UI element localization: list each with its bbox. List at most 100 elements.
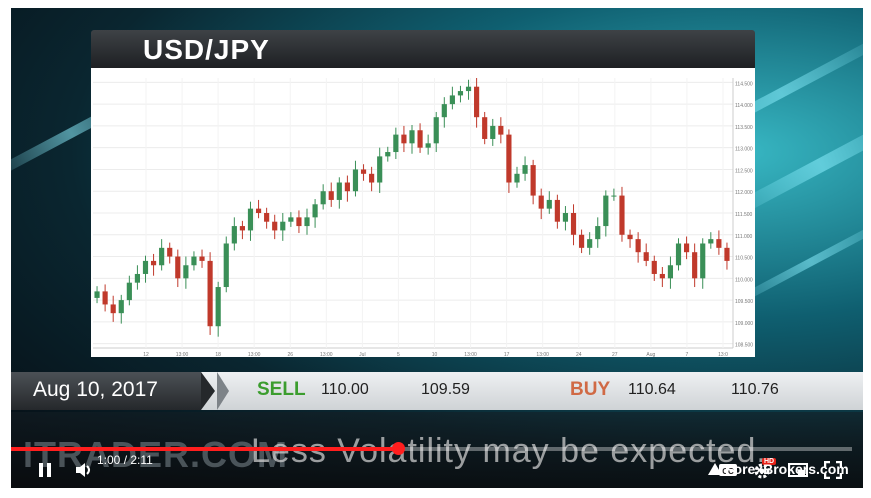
- price-chart: 114.500 114.000 113.500 113.000 112.500 112.0…: [91, 68, 755, 357]
- candle-body: [272, 221, 278, 231]
- x-tick-label: 27: [612, 352, 618, 357]
- y-tick-label: 114.000: [735, 103, 753, 109]
- y-tick-label: 112.000: [735, 190, 753, 196]
- chevron-decoration: [217, 372, 229, 410]
- candle-body: [352, 169, 359, 192]
- candle-body: [546, 199, 552, 209]
- candle-body: [619, 195, 625, 235]
- candle-body: [320, 191, 326, 205]
- y-tick-label: 111.000: [735, 234, 753, 240]
- candle-body: [708, 239, 714, 244]
- candle-body: [328, 191, 334, 200]
- x-tick-label: 13:0: [718, 352, 728, 357]
- candle-body: [247, 208, 254, 231]
- candle-body: [611, 195, 617, 197]
- x-tick-label: 13:00: [320, 352, 333, 357]
- video-caption: Less Volatility may be expected.: [251, 432, 767, 470]
- candle-body: [126, 282, 132, 301]
- captions-icon[interactable]: CC: [718, 462, 738, 483]
- time-display: 1:00 / 2:11: [97, 453, 153, 467]
- chart-title-bar: USD/JPY: [91, 30, 755, 70]
- candle-body: [659, 273, 665, 279]
- buy-ask-price: 110.76: [731, 381, 779, 398]
- progress-bar[interactable]: [11, 442, 852, 455]
- x-tick-label: 13:00: [536, 352, 549, 357]
- date-box: Aug 10, 2017: [11, 372, 201, 410]
- y-tick-label: 110.000: [735, 277, 753, 283]
- svg-text:CC: CC: [722, 467, 734, 476]
- candle-body: [587, 239, 593, 248]
- y-tick-label: 108.500: [735, 343, 753, 349]
- candle-body: [692, 252, 698, 279]
- candle-body: [102, 291, 108, 305]
- ticker-date: Aug 10, 2017: [33, 378, 158, 401]
- progress-fill: [11, 447, 398, 451]
- candle-body: [425, 143, 431, 148]
- scrubber-handle[interactable]: [391, 442, 405, 455]
- video-frame[interactable]: USD/JPY 114.500 114.000 113.500 113.000 112.…: [11, 8, 863, 488]
- x-tick-label: 12: [143, 352, 149, 357]
- candle-body: [675, 243, 682, 266]
- candle-body: [514, 173, 520, 183]
- candle-body: [360, 169, 367, 174]
- candle-body: [207, 260, 213, 327]
- candle-body: [498, 125, 504, 135]
- sell-label: SELL: [257, 379, 306, 400]
- pause-icon[interactable]: [38, 462, 52, 483]
- candle-body: [724, 247, 730, 261]
- candle-body: [401, 134, 407, 144]
- candle-body: [336, 182, 342, 200]
- x-tick-label: Jul: [359, 352, 365, 357]
- x-tick-label: 18: [215, 352, 221, 357]
- x-tick-label: 7: [686, 352, 689, 357]
- sell-bid-price: 110.00: [321, 381, 369, 398]
- candle-body: [667, 265, 674, 279]
- volume-icon[interactable]: [74, 461, 94, 484]
- settings-icon[interactable]: HD: [752, 458, 777, 486]
- candle-body: [716, 239, 722, 248]
- y-tick-label: 112.500: [735, 168, 753, 174]
- watermark-logo: ITRADER.COM: [23, 434, 288, 475]
- candle-body: [651, 260, 657, 274]
- candle-body: [118, 300, 124, 314]
- miniplayer-icon[interactable]: [788, 462, 808, 483]
- candle-body: [417, 130, 423, 148]
- candle-body: [457, 91, 464, 96]
- candle-body: [94, 291, 100, 298]
- candle-body: [474, 86, 480, 118]
- y-tick-label: 113.000: [735, 147, 753, 153]
- x-tick-label: Aug: [646, 352, 655, 357]
- x-tick-label: 26: [287, 352, 293, 357]
- candle-body: [215, 287, 221, 327]
- candle-body: [175, 256, 181, 279]
- candle-body: [142, 260, 149, 274]
- candle-body: [110, 304, 116, 314]
- x-tick-label: 13:00: [248, 352, 261, 357]
- candle-body: [199, 256, 205, 261]
- candle-body: [570, 213, 577, 235]
- brand-text: ForexBrokers.com: [725, 461, 849, 477]
- candle-body: [409, 130, 415, 144]
- x-tick-label: 13:00: [176, 352, 189, 357]
- candle-body: [255, 208, 262, 213]
- candle-body: [288, 217, 294, 222]
- candle-body: [522, 165, 528, 174]
- sell-ask-price: 109.59: [421, 381, 470, 398]
- y-tick-label: 109.000: [735, 321, 753, 327]
- x-tick-label: 17: [504, 352, 510, 357]
- candle-body: [506, 134, 512, 183]
- candle-body: [239, 226, 245, 231]
- candle-body: [490, 125, 496, 139]
- y-tick-label: 111.500: [735, 212, 753, 218]
- candle-body: [183, 265, 189, 279]
- buy-bid-price: 110.64: [628, 381, 676, 398]
- candlestick-chart: 114.500 114.000 113.500 113.000 112.500 112.0…: [93, 78, 753, 357]
- candle-body: [296, 217, 302, 227]
- fullscreen-icon[interactable]: [823, 460, 843, 484]
- candle-body: [554, 199, 560, 222]
- candle-body: [449, 95, 455, 105]
- y-tick-label: 113.500: [735, 125, 753, 131]
- candle-body: [683, 243, 690, 253]
- chart-title: USD/JPY: [143, 34, 270, 65]
- ticker-bar: Aug 10, 2017 SELL 110.00 109.59 BUY 110.…: [11, 372, 863, 410]
